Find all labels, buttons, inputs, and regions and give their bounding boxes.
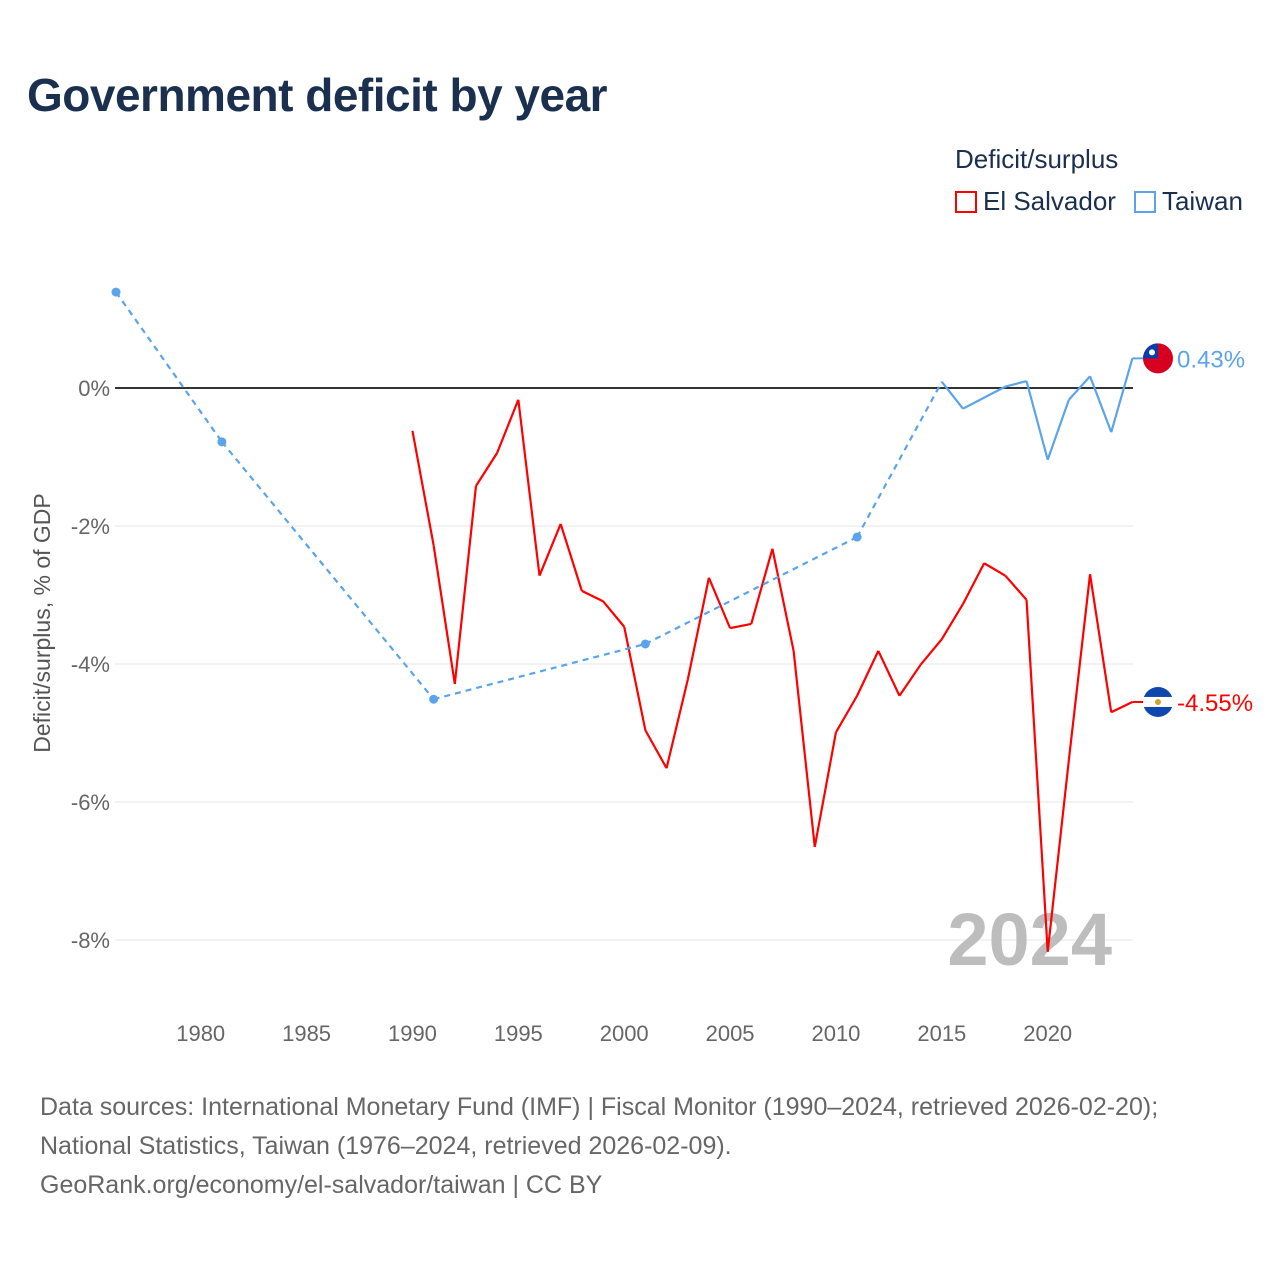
el-salvador-line-segment <box>919 638 943 666</box>
el-salvador-line-segment <box>411 430 435 546</box>
el-salvador-end-label: -4.55% <box>1177 690 1253 717</box>
el-salvador-line-segment <box>1004 574 1028 601</box>
el-salvador-line-segment <box>898 664 922 697</box>
el-salvador-line-segment <box>856 650 880 697</box>
x-tick-label: 1990 <box>388 1021 437 1046</box>
el-salvador-line-segment <box>1067 574 1092 761</box>
taiwan-line-segment <box>1005 380 1027 388</box>
y-axis-label: Deficit/surplus, % of GDP <box>29 493 55 752</box>
year-watermark: 2024 <box>947 898 1112 981</box>
taiwan-line-segment <box>1110 358 1134 433</box>
x-tick-label: 2000 <box>600 1021 649 1046</box>
el-salvador-line-segment <box>432 545 456 685</box>
el-salvador-line-segment <box>602 600 626 628</box>
legend-item-el-salvador[interactable]: El Salvador <box>955 186 1116 217</box>
y-tick-label: -6% <box>71 790 110 815</box>
el-salvador-line-segment <box>962 562 986 605</box>
el-salvador-line-segment <box>1025 599 1049 952</box>
taiwan-end-label: 0.43% <box>1177 346 1245 373</box>
el-salvador-line-segment <box>453 485 478 685</box>
el-salvador-line-segment <box>475 452 499 487</box>
taiwan-line-segment <box>1046 399 1070 461</box>
taiwan-data-point <box>640 639 650 649</box>
el-salvador-flag-emblem <box>1155 698 1161 705</box>
el-salvador-line-segment <box>559 523 583 592</box>
el-salvador-line-segment <box>517 399 541 576</box>
el-salvador-line-segment <box>792 650 816 847</box>
el-salvador-line-segment <box>1046 759 1070 952</box>
el-salvador-line-segment <box>771 548 795 652</box>
x-tick-label: 2005 <box>706 1021 755 1046</box>
el-salvador-line-segment <box>729 622 752 630</box>
el-salvador-line-segment <box>1110 700 1133 714</box>
taiwan-data-point <box>429 694 439 704</box>
taiwan-line-segment <box>856 381 943 538</box>
y-tick-label: -2% <box>71 514 110 539</box>
el-salvador-line-segment <box>940 603 964 640</box>
x-tick-label: 2020 <box>1023 1021 1072 1046</box>
el-salvador-line-segment <box>877 650 901 697</box>
el-salvador-line-segment <box>538 523 562 577</box>
taiwan-data-point <box>217 437 227 447</box>
taiwan-line-segment <box>983 385 1006 399</box>
y-tick-label: 0% <box>78 376 110 401</box>
taiwan-data-point <box>111 287 121 297</box>
el-salvador-line-segment <box>813 732 838 848</box>
taiwan-line-segment <box>1089 375 1113 433</box>
legend-swatch-taiwan <box>1133 190 1156 213</box>
el-salvador-line-segment <box>707 577 732 629</box>
taiwan-line-segment <box>644 536 858 645</box>
taiwan-line-segment <box>115 291 223 443</box>
el-salvador-line-segment <box>686 577 710 681</box>
el-salvador-line-segment <box>834 695 859 733</box>
taiwan-flag-sun <box>1149 349 1155 356</box>
legend: El Salvador Taiwan <box>955 186 1243 217</box>
taiwan-line-segment <box>433 642 646 701</box>
el-salvador-line-segment <box>983 562 1006 577</box>
x-tick-label: 1985 <box>282 1021 331 1046</box>
taiwan-line-segment <box>221 441 435 700</box>
source-line: National Statistics, Taiwan (1976–2024, … <box>40 1132 732 1160</box>
attribution-link[interactable]: GeoRank.org/economy/el-salvador/taiwan |… <box>40 1171 603 1199</box>
legend-swatch-el-salvador <box>955 190 977 213</box>
y-tick-label: -4% <box>71 652 110 677</box>
chart-title: Government deficit by year <box>27 69 608 121</box>
el-salvador-line-segment <box>496 399 520 454</box>
x-tick-label: 1980 <box>176 1021 225 1046</box>
legend-item-taiwan[interactable]: Taiwan <box>1133 186 1243 217</box>
el-salvador-line-segment <box>665 679 689 769</box>
footer: Data sources: International Monetary Fun… <box>40 1088 1158 1205</box>
taiwan-line-segment <box>940 381 964 410</box>
x-tick-label: 2010 <box>811 1021 860 1046</box>
taiwan-line-segment <box>962 396 985 410</box>
taiwan-line-segment <box>1025 380 1049 461</box>
el-salvador-line-segment <box>644 729 668 769</box>
x-tick-label: 1995 <box>494 1021 543 1046</box>
taiwan-data-point <box>852 532 862 542</box>
el-salvador-line-segment <box>623 626 647 731</box>
taiwan-line-segment <box>1068 375 1091 401</box>
x-tick-label: 2015 <box>917 1021 966 1046</box>
el-salvador-line-segment <box>1088 574 1113 713</box>
y-tick-label: -8% <box>71 928 110 953</box>
source-line: Data sources: International Monetary Fun… <box>40 1093 1159 1121</box>
el-salvador-line-segment <box>750 548 774 625</box>
legend-title: Deficit/surplus <box>955 144 1119 174</box>
legend-label: El Salvador <box>983 186 1116 216</box>
el-salvador-line-segment <box>581 589 604 603</box>
legend-label: Taiwan <box>1161 186 1243 216</box>
